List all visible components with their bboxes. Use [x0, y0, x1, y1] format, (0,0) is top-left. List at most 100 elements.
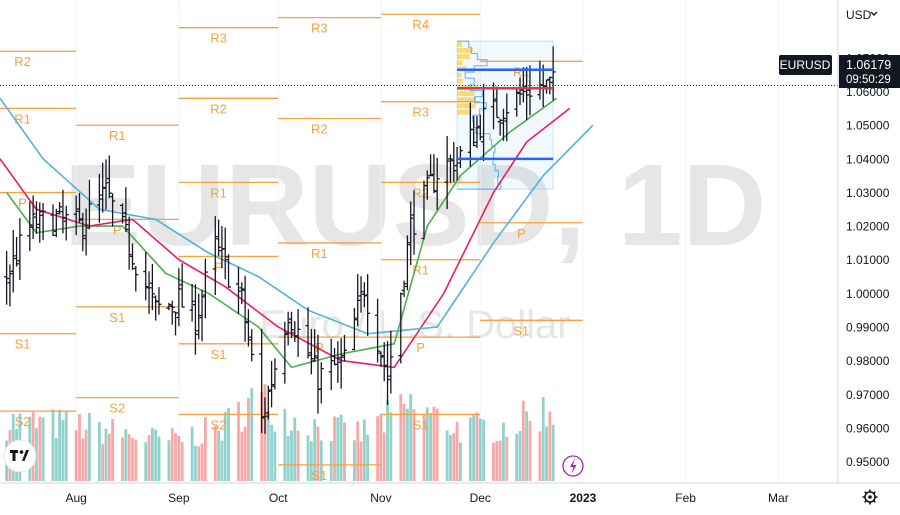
price-bar-103 — [477, 114, 483, 141]
price-bar-112 — [520, 67, 526, 103]
time-axis[interactable]: Aug Sep Oct Nov Dec 2023 Feb Mar — [0, 482, 900, 505]
volume-bar-99 — [459, 442, 462, 481]
volume-bar-50 — [237, 401, 240, 481]
price-bar-23 — [106, 155, 112, 199]
price-bar-88 — [408, 201, 414, 265]
price-bar-66 — [308, 328, 314, 375]
volume-bar-87 — [406, 408, 409, 481]
pivot-label-16: R2 — [311, 121, 328, 136]
volume-bar-76 — [356, 421, 360, 481]
last-price-badge-bg — [839, 55, 900, 88]
price-bar-1 — [7, 264, 13, 307]
price-bar-110 — [514, 87, 520, 117]
price-bar-104 — [481, 83, 487, 162]
volume-bar-12 — [58, 409, 62, 481]
volume-bar-117 — [545, 426, 548, 481]
price-bar-75 — [351, 307, 357, 351]
price-bar-111 — [517, 77, 523, 105]
volume-profile-box — [456, 40, 554, 190]
pivot-label-1: R1 — [14, 111, 31, 126]
price-bar-82 — [381, 342, 387, 382]
volume-bar-15 — [74, 430, 78, 481]
price-bar-106 — [494, 86, 500, 119]
volume-bar-30 — [144, 442, 148, 481]
pivot-label-12: P — [214, 259, 223, 274]
volume-bar-86 — [402, 403, 406, 481]
volume-bar-59 — [273, 431, 277, 481]
volume-bar-66 — [309, 441, 313, 481]
volume-bar-65 — [306, 435, 310, 481]
volume-bar-42 — [197, 446, 201, 481]
price-bar-113 — [524, 66, 530, 121]
pivot-label-17: R1 — [311, 246, 328, 261]
chevron-down-icon[interactable] — [870, 11, 878, 16]
volume-bar-17 — [81, 438, 85, 481]
gear-icon[interactable] — [862, 489, 878, 505]
volume-bar-54 — [250, 388, 254, 481]
volume-bar-26 — [124, 429, 128, 481]
currency-selector[interactable]: USD — [846, 8, 878, 22]
pivot-label-28: S1 — [513, 323, 529, 338]
volume-bar-106 — [495, 441, 499, 481]
symbol-badge: EURUSD — [779, 55, 832, 75]
pivot-label-2: P — [18, 195, 27, 210]
volume-bar-75 — [353, 440, 356, 481]
symbol-watermark: EURUSD, 1D Euro / U.S. Dollar — [64, 140, 767, 347]
volume-bar-14 — [64, 410, 68, 481]
currency-label[interactable]: USD — [846, 8, 872, 22]
price-bar-62 — [288, 311, 294, 338]
volume-bar-114 — [528, 420, 532, 481]
price-bar-2 — [10, 230, 16, 293]
price-bar-53 — [245, 309, 251, 347]
volume-bar-34 — [157, 436, 161, 481]
volume-bar-41 — [194, 445, 197, 481]
price-bar-46 — [216, 219, 222, 256]
volume-bar-18 — [84, 429, 88, 481]
volume-bar-111 — [518, 431, 522, 481]
volume-bar-97 — [452, 433, 456, 481]
price-bar-26 — [123, 187, 129, 233]
volume-bar-63 — [293, 417, 297, 481]
price-bar-55 — [259, 328, 265, 434]
price-bar-45 — [212, 216, 218, 296]
price-bar-13 — [60, 189, 66, 234]
price-bar-56 — [262, 397, 268, 434]
price-bar-89 — [411, 190, 417, 255]
profile-row-3 — [457, 60, 463, 66]
tradingview-logo[interactable] — [3, 439, 37, 473]
price-bar-33 — [153, 295, 159, 321]
volume-bar-28 — [131, 437, 134, 481]
volume-bar-64 — [296, 430, 300, 481]
pivot-label-10: R2 — [210, 101, 227, 116]
price-bar-31 — [146, 271, 152, 314]
time-tick-1: Sep — [168, 491, 190, 505]
price-bar-102 — [474, 116, 480, 149]
time-tick-0: Aug — [66, 491, 87, 505]
volume-bar-45 — [213, 425, 217, 481]
volume-bar-51 — [240, 431, 244, 481]
price-bar-52 — [242, 275, 248, 342]
time-tick-2: Oct — [269, 491, 288, 505]
price-bar-105 — [491, 82, 497, 130]
lightning-icon[interactable] — [562, 455, 584, 477]
price-bar-78 — [361, 282, 367, 308]
price-bar-92 — [428, 154, 434, 177]
price-bar-42 — [196, 293, 202, 340]
price-bar-108 — [500, 108, 506, 141]
pivot-label-4: S2 — [15, 414, 31, 429]
price-tick-8: 0.99000 — [846, 321, 890, 335]
time-tick-5: 2023 — [570, 491, 597, 505]
volume-bar-93 — [432, 406, 436, 481]
volume-profile-outline — [457, 40, 502, 190]
pivot-label-19: S1 — [311, 468, 327, 483]
pivot-label-9: R3 — [210, 31, 227, 46]
price-bar-38 — [176, 268, 182, 327]
price-bar-85 — [398, 292, 404, 364]
price-bar-49 — [226, 254, 232, 288]
price-bar-24 — [110, 193, 116, 227]
price-bar-80 — [375, 298, 381, 363]
pivot-label-22: R2 — [412, 185, 429, 200]
price-bar-39 — [179, 263, 185, 308]
time-tick-4: Dec — [470, 491, 491, 505]
